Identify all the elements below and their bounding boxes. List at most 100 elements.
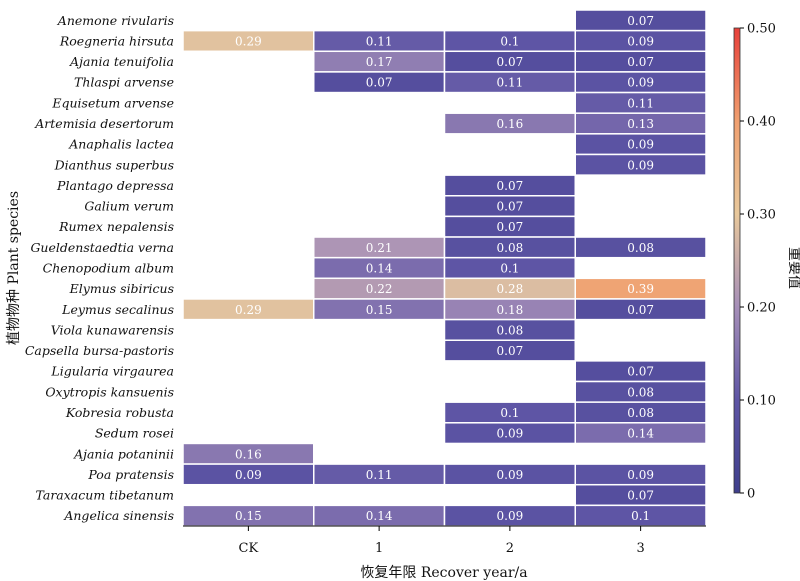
species-label: Kobresia robusta — [65, 405, 174, 420]
y-axis-title: 植物物种 Plant species — [6, 191, 22, 345]
species-label: Ligularia virgaurea — [50, 364, 174, 379]
colorbar — [733, 27, 741, 494]
cell-value-label: 0.14 — [366, 262, 393, 276]
cell-value-label: 0.18 — [497, 303, 524, 317]
species-label: Thlaspi arvense — [74, 75, 174, 90]
species-label: Rumex nepalensis — [58, 219, 174, 234]
cell-value-label: 0.39 — [627, 282, 654, 296]
cell-value-label: 0.11 — [366, 468, 393, 482]
colorbar-ticks: 0 0.10 0.20 0.30 0.40 0.50 — [740, 22, 776, 502]
colorbar-tick-label: 0 — [747, 487, 755, 502]
cell-value-label: 0.28 — [497, 282, 524, 296]
cell-value-label: 0.16 — [235, 447, 262, 461]
colorbar-tick-label: 0.10 — [747, 394, 776, 409]
colorbar-tick-label: 0.40 — [747, 115, 776, 130]
cell-value-label: 0.11 — [366, 34, 393, 48]
cell-value-label: 0.15 — [235, 509, 262, 523]
cell-value-label: 0.09 — [497, 468, 524, 482]
species-label: Oxytropis kansuenis — [45, 384, 174, 399]
cell-value-label: 0.07 — [627, 365, 654, 379]
species-label: Anemone rivularis — [57, 13, 174, 28]
species-label: Dianthus superbus — [54, 157, 174, 172]
cell-value-label: 0.09 — [497, 509, 524, 523]
cell-value-label: 0.14 — [366, 509, 393, 523]
species-label: Plantago depressa — [56, 178, 174, 193]
cell-value-label: 0.15 — [366, 303, 393, 317]
species-label: Ajania tenuifolia — [69, 54, 174, 69]
cell-value-label: 0.29 — [235, 34, 262, 48]
cell-value-label: 0.07 — [497, 55, 524, 69]
heatmap-cell — [574, 153, 707, 176]
species-label: Angelica sinensis — [63, 508, 174, 523]
cell-value-label: 0.09 — [627, 468, 654, 482]
cell-value-label: 0.07 — [627, 14, 654, 28]
colorbar-tick-label: 0.20 — [747, 301, 776, 316]
heatmap-cell — [574, 236, 707, 259]
x-axis: CK 1 2 3 — [239, 526, 645, 556]
colorbar-tick-label: 0.50 — [747, 22, 776, 37]
cell-value-label: 0.11 — [627, 96, 654, 110]
species-label: Chenopodium album — [43, 261, 174, 276]
species-label: Equisetum arvense — [51, 95, 174, 110]
colorbar-label: 重要值 — [786, 247, 800, 289]
cell-value-label: 0.07 — [627, 55, 654, 69]
cell-value-label: 0.09 — [627, 138, 654, 152]
cell-value-label: 0.17 — [366, 55, 393, 69]
species-label: Capsella bursa-pastoris — [25, 343, 174, 358]
cell-value-label: 0.09 — [627, 34, 654, 48]
cell-value-label: 0.08 — [627, 406, 654, 420]
cell-value-label: 0.29 — [235, 303, 262, 317]
x-tick-label: CK — [239, 541, 259, 556]
heatmap-cell — [574, 422, 707, 445]
cell-value-label: 0.11 — [497, 76, 524, 90]
cell-value-label: 0.1 — [500, 262, 519, 276]
cell-value-label: 0.08 — [497, 323, 524, 337]
cell-value-label: 0.07 — [627, 489, 654, 503]
cell-value-label: 0.07 — [497, 344, 524, 358]
species-label: Elymus sibiricus — [69, 281, 174, 296]
cell-value-label: 0.07 — [497, 220, 524, 234]
cell-value-label: 0.1 — [500, 34, 519, 48]
y-axis-title-wrap: 植物物种 Plant species — [6, 191, 22, 345]
species-label: Artemisia desertorum — [34, 116, 174, 131]
species-label: Anaphalis lactea — [68, 137, 174, 152]
cell-value-label: 0.07 — [497, 200, 524, 214]
colorbar-label-wrap: 重要值 — [786, 247, 800, 289]
x-tick-label: 3 — [636, 541, 644, 556]
species-label: Sedum rosei — [95, 426, 174, 441]
x-tick-label: 2 — [506, 541, 514, 556]
cell-value-label: 0.07 — [366, 76, 393, 90]
species-label: Leymus secalinus — [61, 302, 174, 317]
cell-value-label: 0.16 — [497, 117, 524, 131]
cell-value-label: 0.09 — [627, 158, 654, 172]
heatmap-cell — [443, 339, 576, 362]
cell-value-label: 0.14 — [627, 427, 654, 441]
cell-value-label: 0.07 — [497, 179, 524, 193]
species-labels: Anemone rivularis Roegneria hirsuta Ajania… — [25, 13, 174, 523]
species-label: Taraxacum tibetanum — [36, 488, 174, 503]
species-label: Roegneria hirsuta — [59, 33, 174, 48]
cell-value-label: 0.08 — [627, 385, 654, 399]
cell-value-label: 0.08 — [497, 241, 524, 255]
cell-value-label: 0.09 — [235, 468, 262, 482]
species-label: Ajania potaninii — [73, 446, 174, 461]
cell-value-label: 0.1 — [631, 509, 650, 523]
species-label: Poa pratensis — [87, 467, 174, 482]
cell-value-label: 0.21 — [366, 241, 393, 255]
heatmap-cell — [574, 298, 707, 321]
species-label: Viola kunawarensis — [51, 322, 174, 337]
species-label: Galium verum — [84, 199, 174, 214]
cell-value-label: 0.13 — [627, 117, 654, 131]
x-tick-label: 1 — [375, 541, 383, 556]
cell-value-label: 0.22 — [366, 282, 393, 296]
colorbar-tick-label: 0.30 — [747, 208, 776, 223]
cell-value-label: 0.07 — [627, 303, 654, 317]
cell-value-label: 0.1 — [500, 406, 519, 420]
cell-value-label: 0.09 — [627, 76, 654, 90]
cell-value-label: 0.08 — [627, 241, 654, 255]
x-axis-title: 恢复年限 Recover year/a — [360, 564, 527, 581]
heatmap-cells: 0.07 0.29 0.11 0.1 0.09 0.17 0.07 0.07 0.07 0.11 0… — [182, 9, 707, 527]
species-label: Gueldenstaedtia verna — [30, 240, 174, 255]
cell-value-label: 0.09 — [497, 427, 524, 441]
